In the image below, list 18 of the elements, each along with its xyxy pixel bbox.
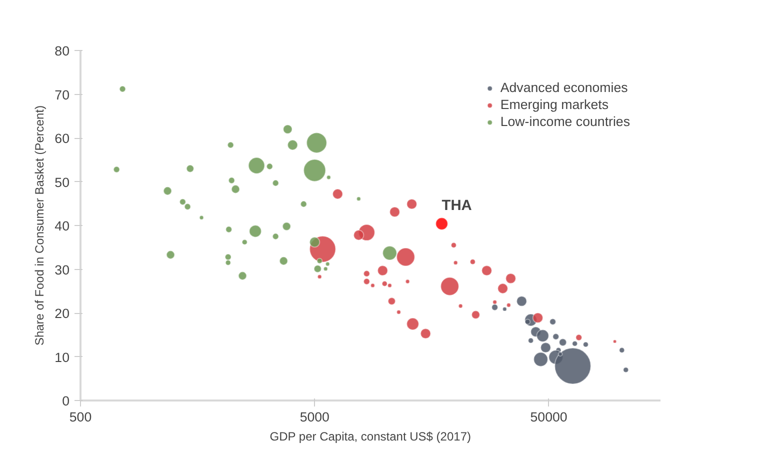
x-tick-label: 500 [69,410,92,424]
y-tick-label: 40 [54,218,70,234]
legend-label: Low-income countries [500,114,630,129]
y-tick-label: 80 [54,44,70,58]
y-tick-label: 30 [54,262,70,278]
legend-label: Advanced economies [500,80,628,95]
y-tick-label: 0 [62,394,70,408]
x-axis-title: GDP per Capita, constant US$ (2017) [270,430,472,444]
y-tick-label: 70 [54,87,70,102]
legend-label: Emerging markets [500,97,609,112]
y-tick-label: 60 [54,131,70,146]
x-tick-label: 5000 [300,410,330,424]
y-axis-title: Share of Food in Consumer Basket (Percent) [32,105,47,346]
x-tick-label: 50000 [530,410,568,424]
annotation: THA [442,198,472,214]
y-tick-label: 20 [54,306,70,321]
y-tick-label: 10 [54,350,70,365]
y-tick-label: 50 [54,174,70,190]
